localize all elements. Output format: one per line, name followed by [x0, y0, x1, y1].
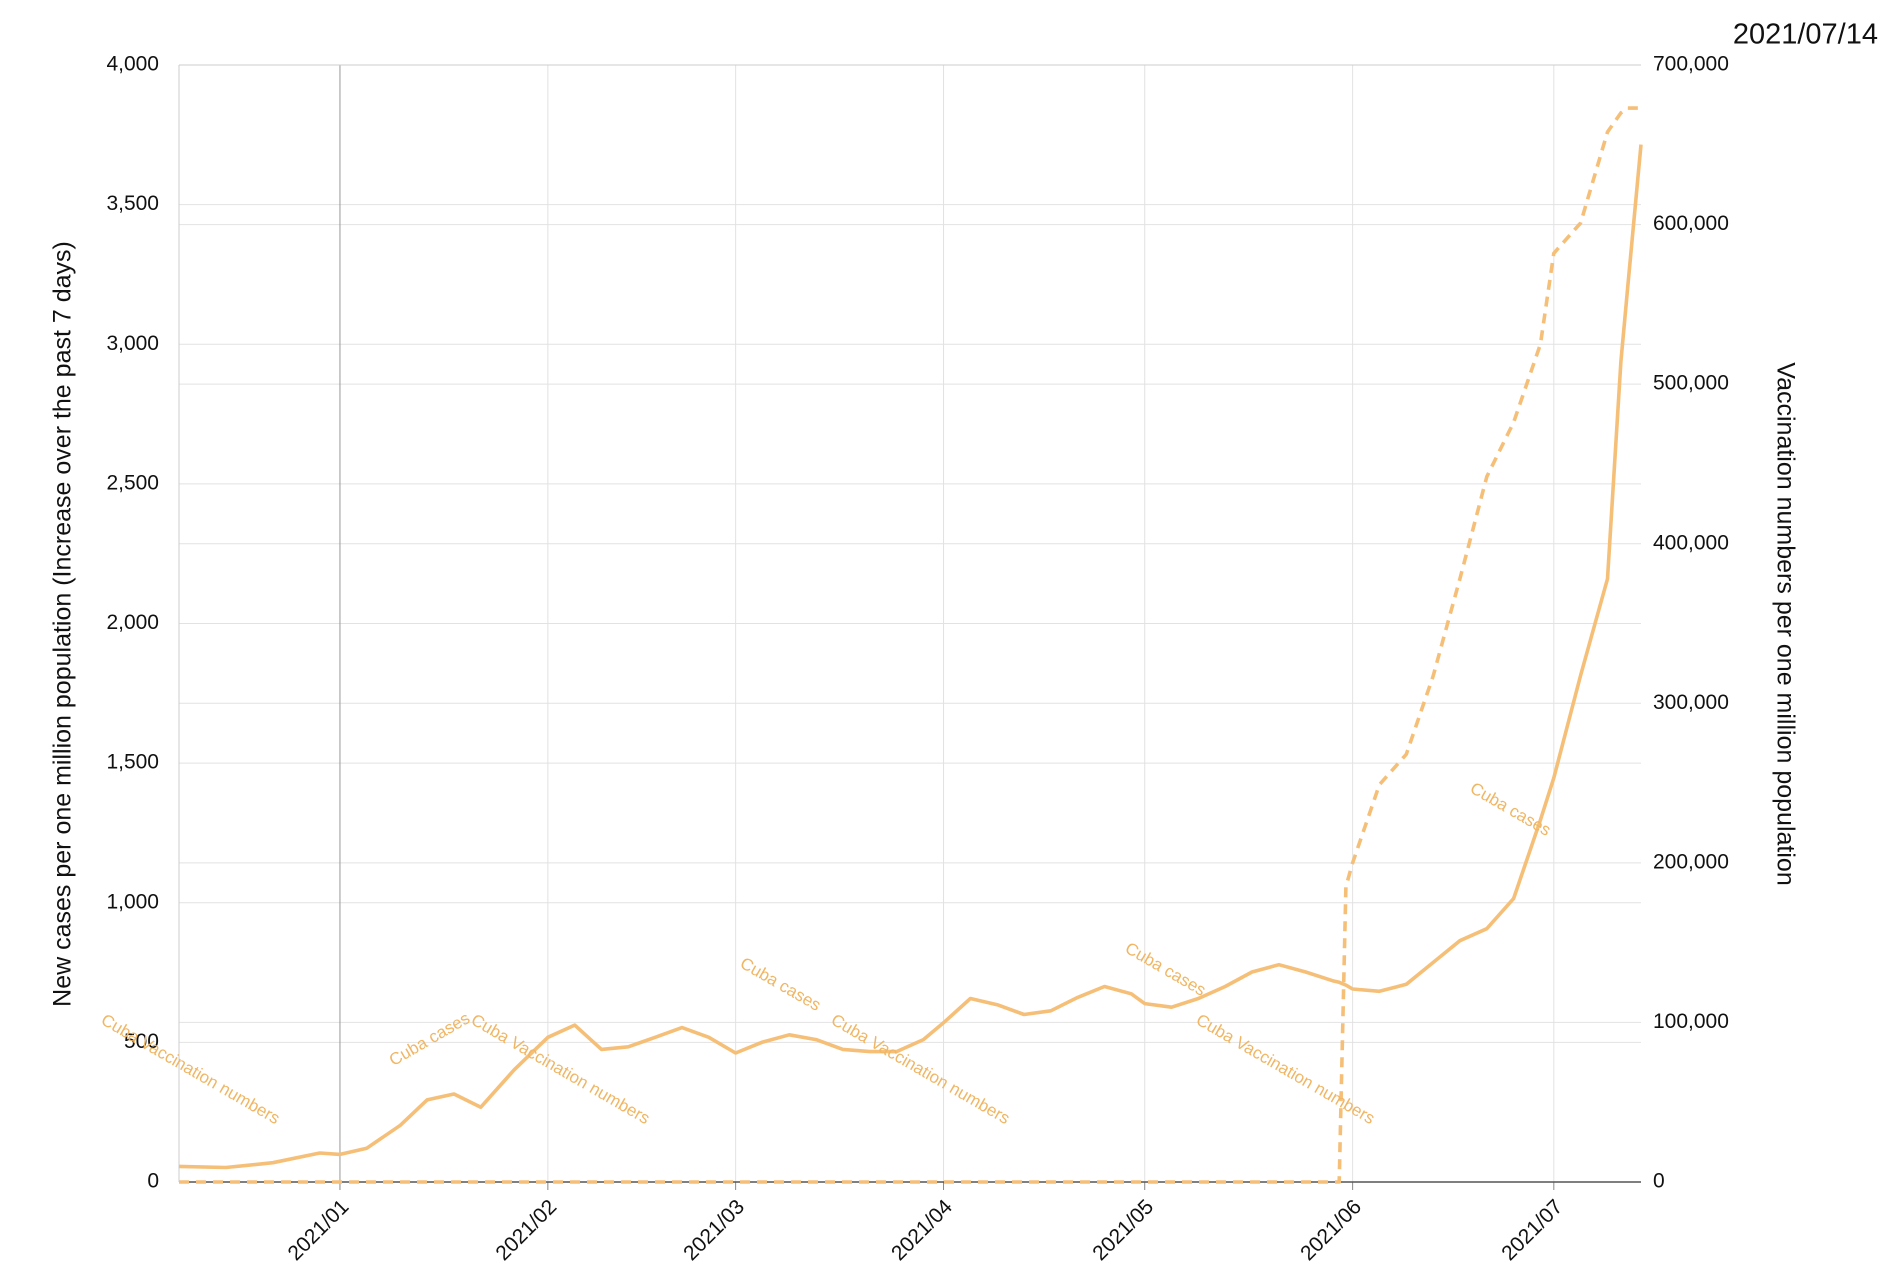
series-annotation: Cuba Vaccination numbers — [468, 1010, 653, 1128]
series-annotation: Cuba cases — [737, 953, 824, 1014]
y-tick-label: 3,500 — [106, 192, 159, 215]
series-annotation: Cuba cases — [386, 1008, 473, 1069]
y2-tick-label: 600,000 — [1653, 212, 1729, 235]
y-tick-label: 2,000 — [106, 611, 159, 634]
y-tick-label: 1,500 — [106, 751, 159, 774]
x-tick-label: 2021/05 — [1088, 1195, 1158, 1265]
y2-axis-title: Vaccination numbers per one million popu… — [1771, 362, 1799, 885]
y-tick-label: 500 — [124, 1030, 159, 1053]
y-tick-label: 3,000 — [106, 332, 159, 355]
series-line — [178, 144, 1643, 1170]
y2-tick-label: 100,000 — [1653, 1010, 1729, 1033]
y2-tick-label: 700,000 — [1653, 53, 1729, 76]
y-tick-label: 0 — [147, 1170, 159, 1193]
y-tick-label: 4,000 — [106, 53, 159, 76]
series-annotation: Cuba Vaccination numbers — [828, 1010, 1013, 1128]
series-line — [179, 106, 1641, 1184]
x-tick-label: 2021/02 — [491, 1195, 561, 1265]
y2-tick-label: 0 — [1653, 1170, 1665, 1193]
y2-tick-label: 200,000 — [1653, 850, 1729, 873]
chart-date: 2021/07/14 — [1733, 19, 1878, 51]
x-tick-label: 2021/03 — [679, 1195, 749, 1265]
y2-tick-label: 300,000 — [1653, 691, 1729, 714]
y-axis-title: New cases per one million population (In… — [49, 241, 77, 1007]
series-annotation: Cuba Vaccination numbers — [98, 1010, 283, 1128]
x-tick-label: 2021/06 — [1296, 1195, 1366, 1265]
x-tick-label: 2021/01 — [283, 1195, 353, 1265]
y-tick-label: 2,500 — [106, 471, 159, 494]
series-annotation: Cuba cases — [1122, 938, 1209, 999]
x-tick-label: 2021/04 — [887, 1195, 957, 1265]
series-annotation: Cuba Vaccination numbers — [1193, 1010, 1378, 1128]
y2-tick-label: 500,000 — [1653, 372, 1729, 395]
series-annotation: Cuba cases — [1467, 778, 1554, 839]
y2-tick-label: 400,000 — [1653, 531, 1729, 554]
x-tick-label: 2021/07 — [1497, 1195, 1567, 1265]
y-tick-label: 1,000 — [106, 890, 159, 913]
